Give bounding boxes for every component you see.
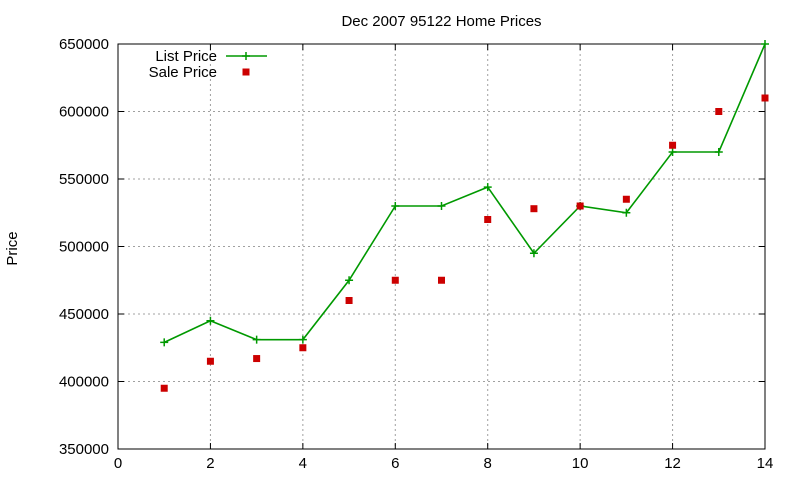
- x-tick-label: 0: [114, 455, 122, 472]
- data-point: [669, 141, 677, 149]
- data-point: [715, 108, 723, 115]
- series-line: [163, 43, 766, 344]
- y-tick-label: 600000: [59, 104, 109, 121]
- data-point: [483, 183, 492, 192]
- data-point: [391, 202, 400, 210]
- data-point: [253, 355, 261, 363]
- x-tick-label: 10: [572, 455, 589, 472]
- data-point: [206, 357, 214, 365]
- x-tick-label: 2: [206, 455, 214, 472]
- data-point: [345, 297, 353, 304]
- y-tick-label: 400000: [59, 374, 109, 391]
- data-point: [484, 216, 492, 223]
- data-point: [391, 276, 399, 284]
- data-point: [299, 344, 307, 352]
- legend-swatch-marker: [242, 52, 250, 60]
- y-axis-label: Price: [4, 231, 21, 265]
- data-point: [714, 148, 723, 156]
- data-point: [438, 276, 445, 284]
- data-point: [530, 205, 538, 213]
- series-sale-price: [160, 94, 769, 392]
- series-list-price: [160, 40, 769, 347]
- x-tick-label: 4: [299, 455, 307, 472]
- x-tick-label: 6: [391, 455, 399, 472]
- x-tick-label: 8: [484, 455, 492, 472]
- legend-label: Sale Price: [149, 64, 217, 81]
- data-point: [576, 202, 584, 210]
- x-tick-label: 12: [664, 455, 681, 472]
- data-point: [668, 148, 677, 156]
- data-point: [437, 202, 446, 210]
- y-tick-label: 450000: [59, 306, 109, 323]
- data-point: [761, 94, 769, 102]
- plot-border: [117, 43, 766, 450]
- chart-title: Dec 2007 95122 Home Prices: [341, 13, 541, 30]
- x-tick-label: 14: [757, 455, 774, 472]
- data-point: [622, 208, 631, 217]
- y-tick-label: 650000: [59, 36, 109, 53]
- data-point: [529, 249, 538, 258]
- data-point: [761, 40, 769, 48]
- legend-item: Sale Price: [149, 64, 250, 81]
- y-tick-label: 350000: [59, 441, 109, 458]
- legend-label: List Price: [155, 48, 217, 65]
- data-point: [160, 384, 168, 392]
- data-point: [622, 195, 630, 203]
- data-point: [345, 276, 354, 285]
- axis-ticks: 0 2 4 6 8 10 12 14 350000 400000 450000 500000 55000…: [59, 36, 773, 472]
- y-tick-label: 500000: [59, 239, 109, 256]
- data-point: [206, 316, 215, 325]
- data-point: [298, 335, 307, 344]
- grid-lines: [118, 44, 765, 449]
- legend-swatch-marker: [242, 68, 250, 76]
- data-point: [160, 338, 169, 347]
- legend-item: List Price: [155, 48, 267, 65]
- series-layer: [160, 40, 769, 392]
- y-tick-label: 550000: [59, 171, 109, 188]
- data-point: [252, 335, 261, 344]
